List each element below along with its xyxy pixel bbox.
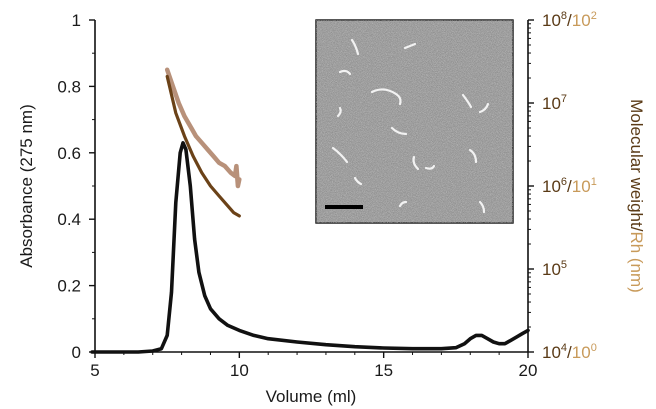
particle [461,93,473,109]
particle [412,155,420,171]
particle [478,200,486,214]
absorbance-line [90,141,530,354]
y-axis-right-label-mw: Molecular weight/ [627,99,646,232]
particle [353,176,363,186]
y-right-tick-label: 106/101 [542,176,597,196]
y-left-tick-label: 0.2 [57,277,81,296]
molecular-weight-line [165,74,241,218]
particle [468,148,478,164]
particle [338,69,352,76]
x-ticks: 5 10 15 20 [90,352,537,380]
micrograph-grain [316,20,513,223]
particle [336,106,342,118]
y-axis-right-label: Molecular weight/Rh (nm) [627,99,646,293]
y-left-tick-label: 0.4 [57,210,81,229]
micrograph-particles [331,38,490,214]
y-axis-right-label-rh: Rh (nm) [627,231,646,292]
y-left-ticks: 0 0.2 0.4 0.6 0.8 1 [57,11,95,362]
particle [398,200,408,208]
particle [424,164,436,170]
y-right-tick-label: 105 [542,259,567,279]
hydrodynamic-radius-line [164,67,242,189]
x-tick-label: 15 [374,361,393,380]
scale-bar [325,205,363,209]
series-layer [90,67,530,354]
y-right-tick-label: 108/102 [542,10,597,30]
y-axis-left-label: Absorbance (275 nm) [17,104,36,267]
y-right-tick-label: 107 [542,93,567,113]
y-left-tick-label: 1 [72,11,81,30]
x-tick-label: 5 [90,361,99,380]
y-left-tick-label: 0.6 [57,144,81,163]
x-tick-label: 10 [230,361,249,380]
particle [370,88,402,106]
y-right-ticks: 104/100 105 106/101 107 108/102 [528,10,597,362]
particle [350,38,360,56]
y-left-tick-label: 0.8 [57,77,81,96]
y-left-tick-label: 0 [72,343,81,362]
particle [403,42,417,50]
y-right-tick-label: 104/100 [542,342,597,362]
micrograph-inset [315,19,514,224]
x-axis-label: Volume (ml) [266,387,357,406]
particle [390,126,408,136]
particle [331,146,349,164]
x-tick-label: 20 [519,361,538,380]
particle [478,102,490,114]
